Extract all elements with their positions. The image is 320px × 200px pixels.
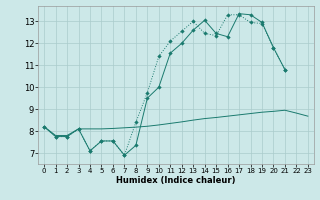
X-axis label: Humidex (Indice chaleur): Humidex (Indice chaleur) [116,176,236,185]
